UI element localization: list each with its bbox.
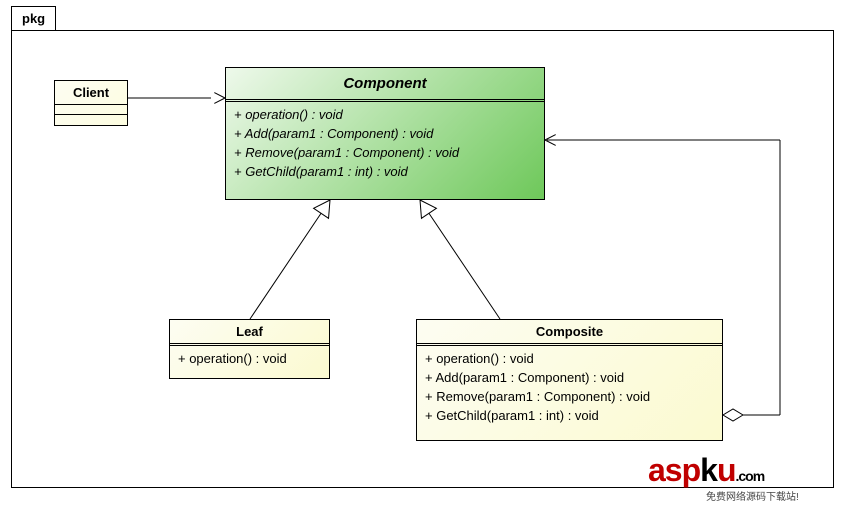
class-composite-title: Composite bbox=[417, 320, 722, 344]
class-leaf-ops: + operation() : void bbox=[170, 346, 329, 373]
class-leaf-title: Leaf bbox=[170, 320, 329, 344]
operation: + GetChild(param1 : int) : void bbox=[425, 407, 714, 426]
class-client-title: Client bbox=[55, 81, 127, 105]
class-component: Component + operation() : void+ Add(para… bbox=[225, 67, 545, 200]
class-client-ops-compartment bbox=[55, 115, 127, 123]
operation: + Add(param1 : Component) : void bbox=[425, 369, 714, 388]
class-leaf: Leaf + operation() : void bbox=[169, 319, 330, 379]
operation: + operation() : void bbox=[234, 106, 536, 125]
operation: + Remove(param1 : Component) : void bbox=[425, 388, 714, 407]
watermark-logo: aspku.com bbox=[648, 452, 764, 489]
class-client-attr-compartment bbox=[55, 105, 127, 115]
package-label: pkg bbox=[22, 11, 45, 26]
class-client: Client bbox=[54, 80, 128, 126]
package-tab: pkg bbox=[11, 6, 56, 31]
class-component-title: Component bbox=[226, 68, 544, 100]
operation: + operation() : void bbox=[425, 350, 714, 369]
operation: + operation() : void bbox=[178, 350, 321, 369]
operation: + GetChild(param1 : int) : void bbox=[234, 163, 536, 182]
class-composite-ops: + operation() : void+ Add(param1 : Compo… bbox=[417, 346, 722, 429]
diagram-canvas: pkg Client Component + operation() : voi… bbox=[0, 0, 846, 505]
class-component-ops: + operation() : void+ Add(param1 : Compo… bbox=[226, 102, 544, 185]
class-composite: Composite + operation() : void+ Add(para… bbox=[416, 319, 723, 441]
operation: + Add(param1 : Component) : void bbox=[234, 125, 536, 144]
operation: + Remove(param1 : Component) : void bbox=[234, 144, 536, 163]
watermark-subtitle: 免费网络源码下载站! bbox=[706, 488, 799, 503]
